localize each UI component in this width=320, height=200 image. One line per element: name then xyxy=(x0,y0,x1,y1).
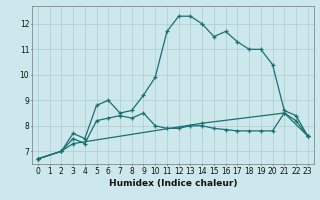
X-axis label: Humidex (Indice chaleur): Humidex (Indice chaleur) xyxy=(108,179,237,188)
